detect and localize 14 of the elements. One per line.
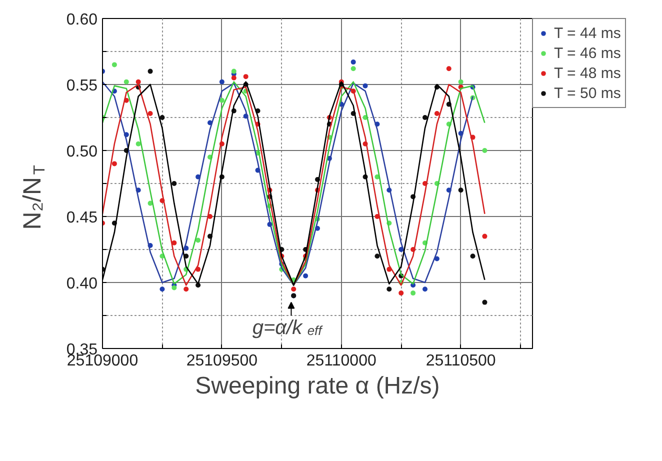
y-tick-label: 0.40 [66,276,98,292]
legend-label: T = 46 ms [554,44,621,62]
x-tick-label: 25110000 [306,352,376,370]
legend-label: T = 48 ms [554,64,621,82]
x-tick-label: 25109500 [186,352,258,370]
x-tick-label: 25110500 [426,352,496,370]
x-axis-title: Sweeping rate α (Hz/s) [195,372,440,400]
y-tick-label: 0.45 [66,210,98,226]
y-axis-title: N₂/NT [18,164,49,230]
y-tick-label: 0.55 [66,78,98,94]
legend-label: T = 44 ms [554,24,621,42]
legend-label: T = 50 ms [554,84,621,102]
y-tick-label: 0.60 [66,12,98,28]
y-tick-label: 0.50 [66,144,98,160]
